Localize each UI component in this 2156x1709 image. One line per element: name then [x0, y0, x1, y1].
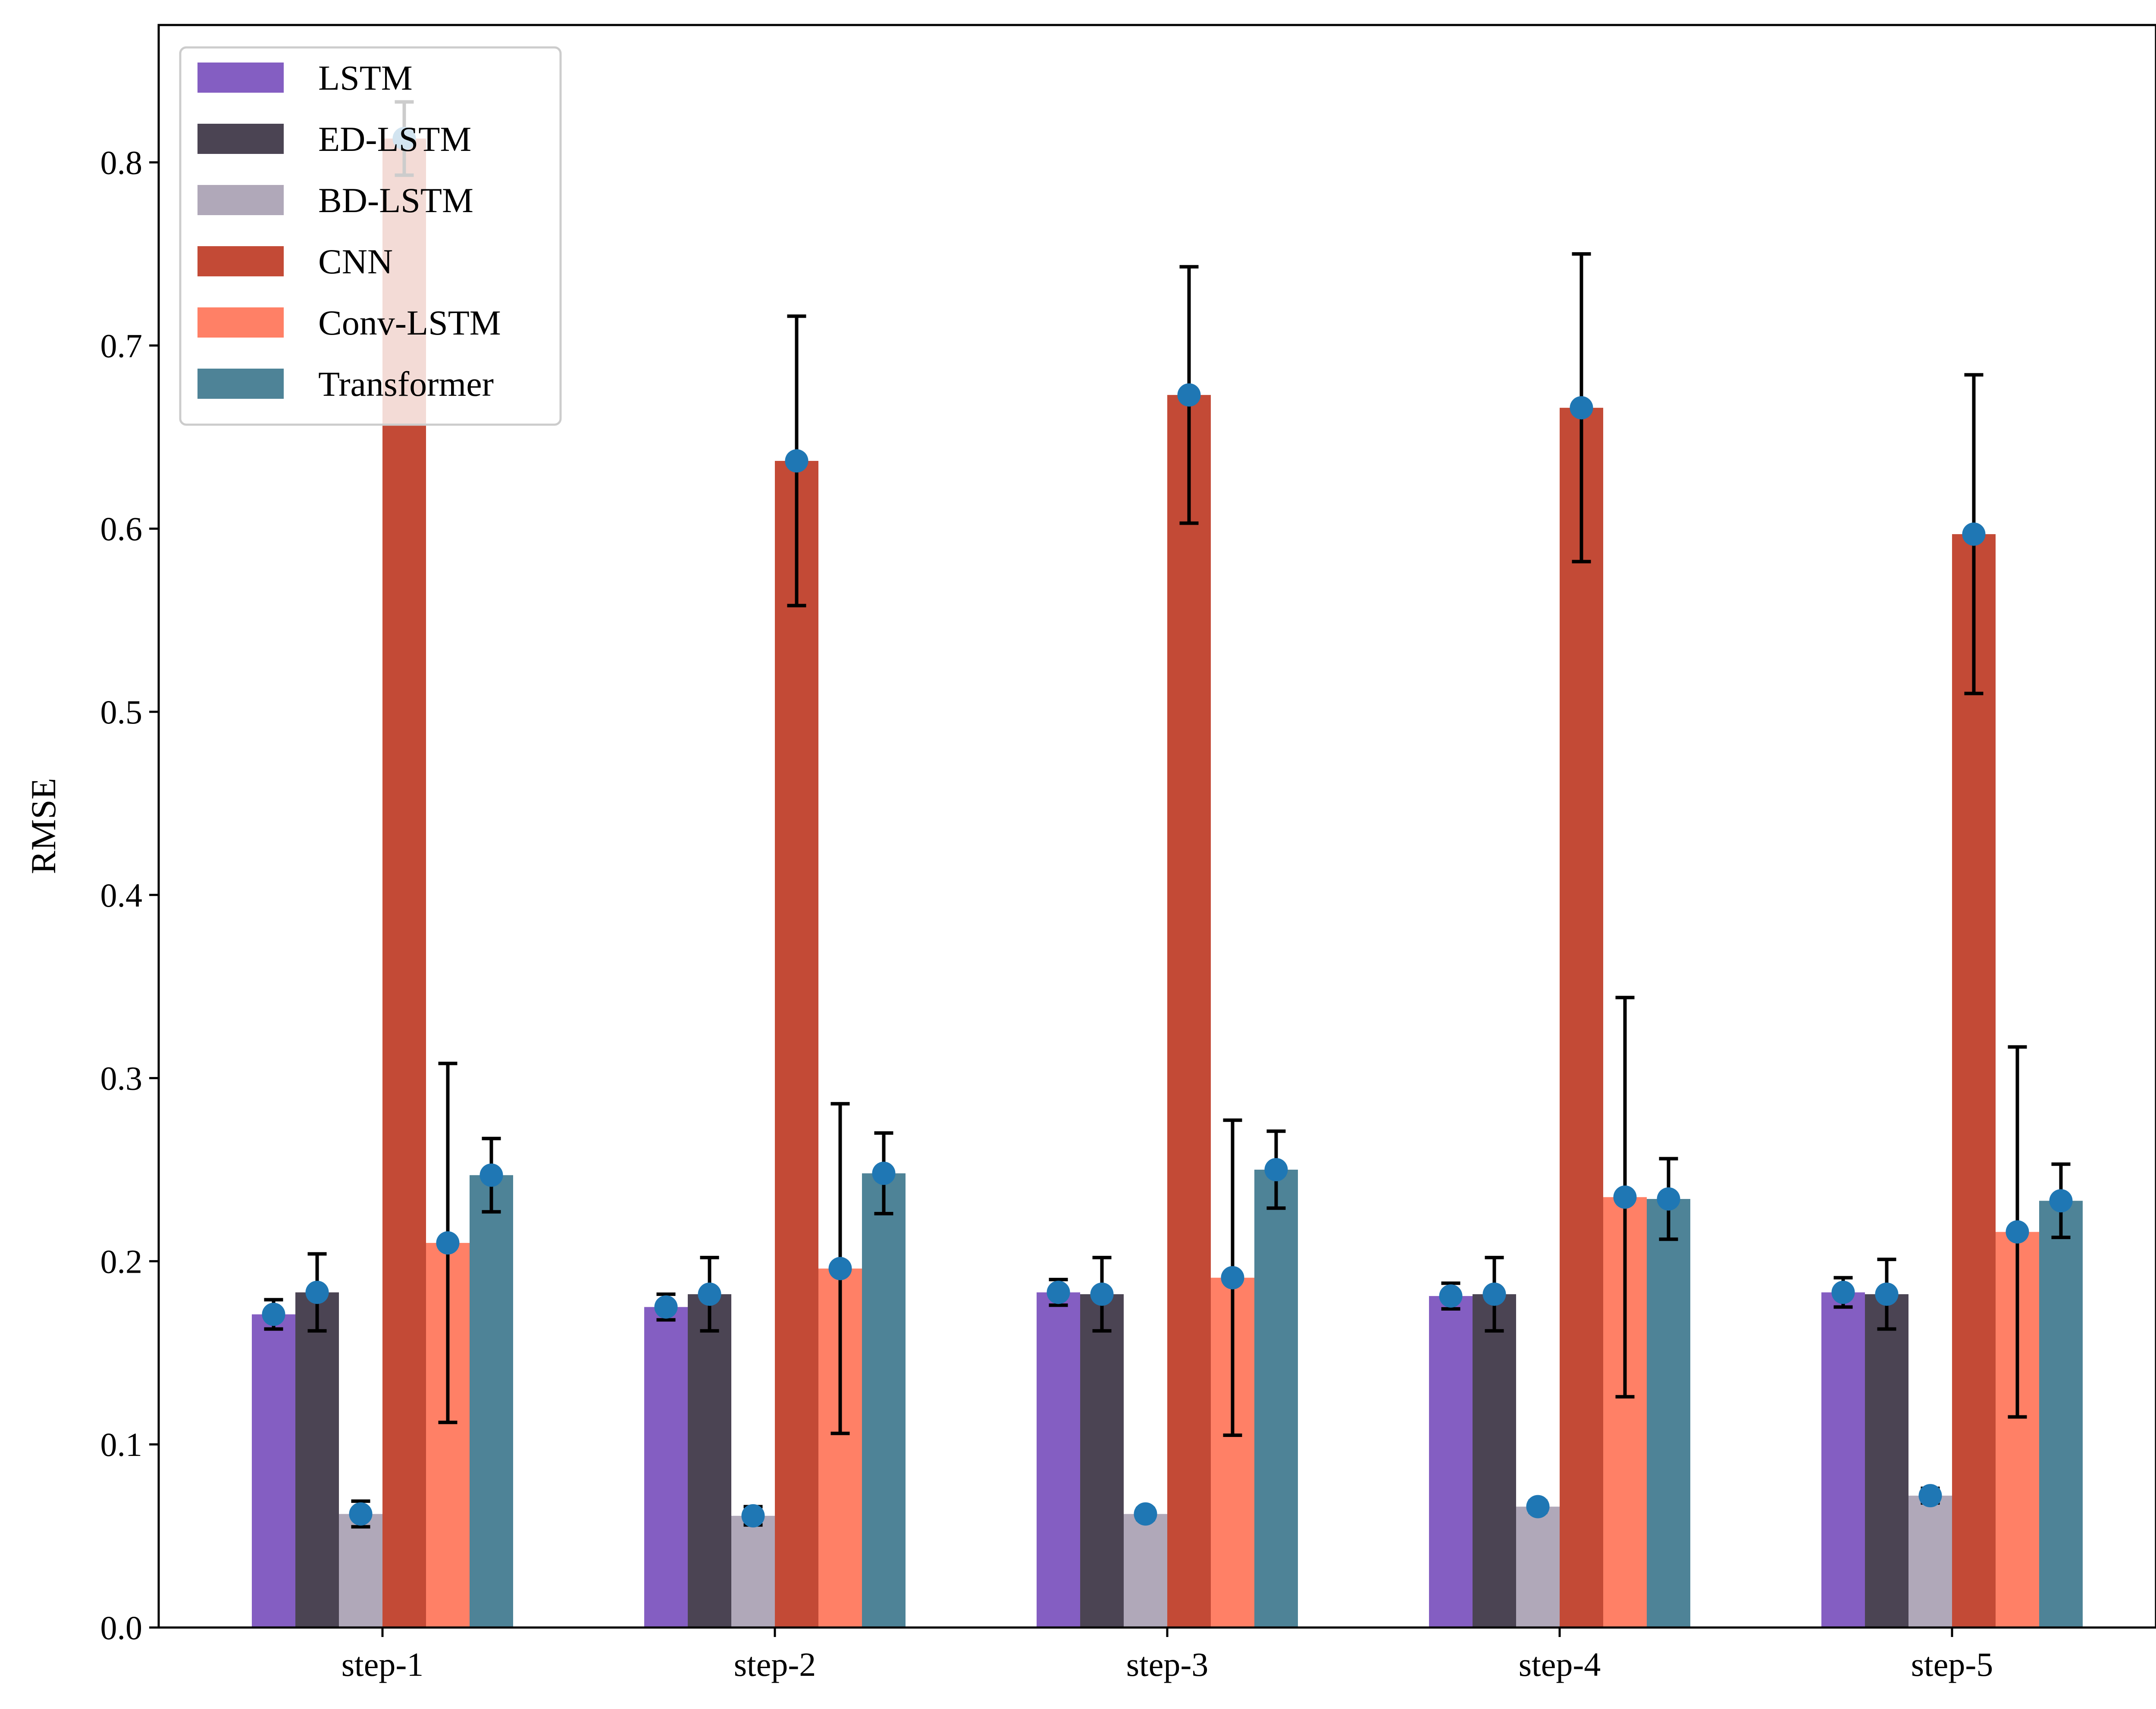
y-axis: 0.0 0.1 0.2 0.3 0.4 0.5 0.6 0.7 0.8 [100, 144, 159, 1646]
bar-bd-lstm-step-4 [1516, 1506, 1560, 1628]
y-tick-label: 0.4 [100, 876, 143, 914]
legend-label-conv-lstm: Conv-LSTM [318, 303, 501, 342]
legend-label-bd-lstm: BD-LSTM [318, 181, 473, 220]
x-tick-label: step-1 [342, 1646, 424, 1683]
plot-frame [157, 24, 2156, 1629]
point-cnn-step-4 [1570, 396, 1593, 419]
point-conv-lstm-step-4 [1613, 1185, 1637, 1209]
bar-lstm-step-1 [252, 1314, 295, 1628]
bar-transformer-step-5 [2039, 1201, 2083, 1628]
point-bd-lstm-step-4 [1526, 1495, 1550, 1518]
x-axis: step-1 step-2 step-3 step-4 step-5 [342, 1628, 1993, 1683]
bar-transformer-step-1 [470, 1175, 513, 1628]
bar-ed-lstm-step-2 [688, 1294, 731, 1628]
bar-lstm-step-3 [1037, 1292, 1080, 1628]
point-cnn-step-3 [1177, 383, 1201, 407]
x-tick-label: step-5 [1911, 1646, 1993, 1683]
point-bd-lstm-step-5 [1918, 1484, 1942, 1508]
point-ed-lstm-step-2 [698, 1282, 721, 1306]
y-tick-label: 0.8 [100, 144, 143, 182]
point-lstm-step-4 [1439, 1284, 1463, 1308]
legend-label-transformer: Transformer [318, 364, 494, 404]
bar-transformer-step-3 [1254, 1170, 1298, 1628]
legend-swatch-ed-lstm [197, 124, 284, 154]
bar-bd-lstm-step-5 [1908, 1496, 1952, 1628]
y-tick-label: 0.5 [100, 693, 143, 731]
point-conv-lstm-step-2 [828, 1257, 852, 1280]
bar-transformer-step-4 [1647, 1199, 1690, 1628]
point-ed-lstm-step-5 [1875, 1282, 1899, 1306]
bar-cnn-step-3 [1167, 395, 1211, 1628]
point-transformer-step-3 [1264, 1158, 1288, 1181]
point-bd-lstm-step-2 [741, 1504, 765, 1527]
legend-swatch-transformer [197, 369, 284, 399]
y-tick-label: 0.0 [100, 1609, 143, 1646]
bar-lstm-step-5 [1821, 1292, 1865, 1628]
y-tick-label: 0.6 [100, 510, 143, 548]
point-transformer-step-5 [2049, 1189, 2073, 1213]
bar-lstm-step-2 [644, 1307, 688, 1628]
point-conv-lstm-step-5 [2006, 1220, 2029, 1244]
point-conv-lstm-step-3 [1221, 1266, 1244, 1290]
point-cnn-step-2 [785, 449, 808, 473]
y-tick-label: 0.7 [100, 327, 143, 364]
point-bd-lstm-step-1 [349, 1502, 373, 1526]
bar-bd-lstm-step-2 [731, 1515, 775, 1628]
legend-swatch-bd-lstm [197, 185, 284, 215]
point-transformer-step-4 [1657, 1187, 1680, 1211]
x-tick-label: step-4 [1519, 1646, 1601, 1683]
x-tick-label: step-2 [734, 1646, 816, 1683]
point-lstm-step-3 [1047, 1280, 1070, 1304]
bar-cnn-step-5 [1952, 534, 1996, 1628]
bar-transformer-step-2 [862, 1173, 906, 1628]
point-ed-lstm-step-3 [1090, 1282, 1114, 1306]
y-tick-label: 0.1 [100, 1426, 143, 1463]
point-cnn-step-5 [1962, 522, 1986, 546]
point-bd-lstm-step-3 [1134, 1502, 1157, 1526]
legend: LSTM ED-LSTM BD-LSTM CNN Conv-LSTM Transforme… [179, 46, 562, 426]
legend-label-ed-lstm: ED-LSTM [318, 119, 471, 159]
point-conv-lstm-step-1 [436, 1231, 460, 1255]
point-lstm-step-2 [654, 1295, 678, 1319]
markers-layer [262, 127, 2073, 1527]
bars-layer [252, 138, 2083, 1628]
point-transformer-step-2 [872, 1161, 896, 1185]
bar-ed-lstm-step-3 [1080, 1294, 1124, 1628]
bar-ed-lstm-step-1 [295, 1292, 339, 1628]
x-tick-label: step-3 [1126, 1646, 1209, 1683]
legend-swatch-conv-lstm [197, 307, 284, 338]
legend-label-lstm: LSTM [318, 58, 413, 97]
y-tick-label: 0.2 [100, 1243, 143, 1280]
bar-bd-lstm-step-1 [339, 1514, 382, 1628]
point-ed-lstm-step-4 [1482, 1282, 1506, 1306]
bar-ed-lstm-step-4 [1473, 1294, 1516, 1628]
y-tick-label: 0.3 [100, 1060, 143, 1097]
legend-swatch-cnn [197, 246, 284, 276]
bar-ed-lstm-step-5 [1865, 1294, 1908, 1628]
point-lstm-step-1 [262, 1302, 285, 1326]
bar-cnn-step-2 [775, 461, 818, 1628]
y-axis-title: RMSE [24, 778, 63, 874]
point-transformer-step-1 [479, 1163, 503, 1187]
point-ed-lstm-step-1 [305, 1280, 329, 1304]
bar-bd-lstm-step-3 [1124, 1514, 1167, 1628]
bar-lstm-step-4 [1429, 1296, 1473, 1628]
legend-label-cnn: CNN [318, 242, 393, 281]
bar-cnn-step-4 [1560, 407, 1603, 1628]
legend-swatch-lstm [197, 63, 284, 93]
point-lstm-step-5 [1831, 1280, 1855, 1304]
